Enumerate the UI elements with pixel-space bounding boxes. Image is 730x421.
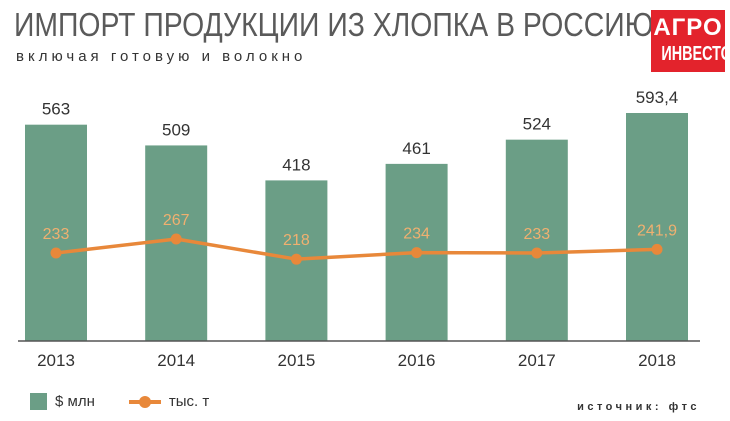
x-tick-label: 2014 [157,351,195,370]
bar [626,113,688,341]
legend-item-line: тыс. т [128,393,210,410]
line-point [651,243,663,255]
bar [505,139,568,341]
logo-line-2: ИНВЕСТОР [661,43,730,65]
x-tick-label: 2015 [277,351,315,370]
chart-subtitle: включая готовую и волокно [16,48,307,65]
line-point [411,247,423,259]
line-series [55,237,658,261]
line-point [170,233,182,245]
x-tick-label: 2013 [37,351,75,370]
x-tick-label: 2017 [518,351,556,370]
line-point [531,247,543,259]
legend-bar-swatch [30,393,47,410]
line-value-label: 218 [283,232,310,249]
bar-value-label: 418 [282,155,310,174]
bar-value-label: 524 [523,115,551,134]
line-value-label: 233 [523,226,550,243]
line-value-label: 234 [403,226,430,243]
bar-value-label: 563 [42,100,70,119]
x-tick-label: 2018 [638,351,676,370]
chart-title: ИМПОРТ ПРОДУКЦИИ ИЗ ХЛОПКА В РОССИЮ [14,6,654,43]
bar [25,124,87,342]
line-value-label: 241,9 [637,222,677,239]
line-value-label: 267 [163,212,190,229]
bar-value-label: 509 [162,120,190,139]
bar-value-label: 593,4 [636,88,679,107]
x-tick-label: 2016 [398,351,436,370]
source-note: источник: фтс [577,401,700,413]
chart-legend: $ млн тыс. т [30,393,243,410]
line-point [50,247,62,259]
line-point [290,253,302,265]
line-value-label: 233 [43,226,70,243]
legend-item-bars: $ млн [30,393,95,410]
legend-line-label: тыс. т [168,393,210,410]
legend-bar-label: $ млн [55,393,95,410]
legend-line-swatch [128,393,161,410]
agroinvestor-logo: АГРО ИНВЕСТОР [651,10,730,72]
logo-line-1: АГРО [653,14,723,41]
bar-value-label: 461 [402,139,430,158]
